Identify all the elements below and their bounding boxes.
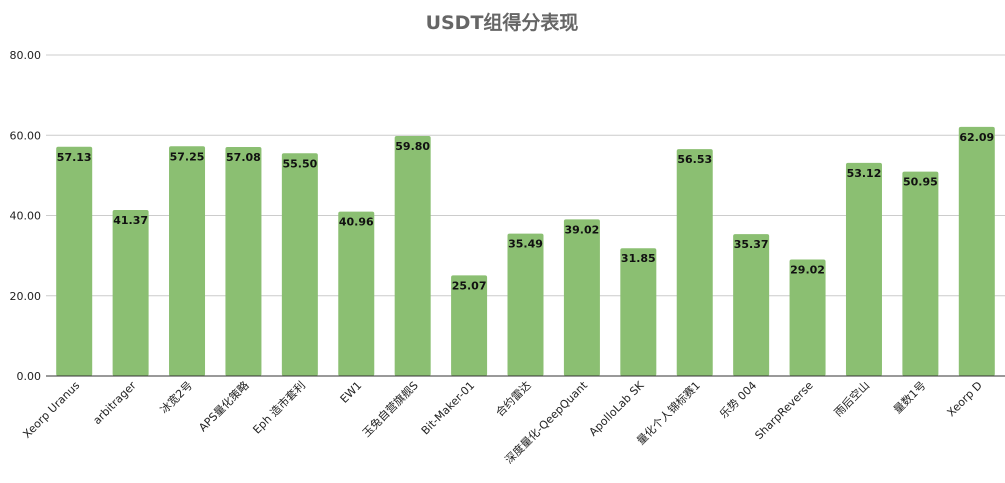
bar	[56, 146, 93, 376]
bar	[563, 219, 600, 376]
data-label: 41.37	[113, 214, 148, 227]
bar	[902, 171, 939, 376]
x-tick-label: arbitrager	[91, 379, 140, 428]
bar	[620, 248, 657, 376]
chart-title: USDT组得分表现	[426, 11, 579, 34]
x-tick-label: Bit-Maker-01	[419, 379, 477, 437]
bar	[845, 162, 882, 376]
bar	[169, 146, 206, 376]
data-label: 57.13	[57, 151, 92, 164]
x-tick-label: 合约雷达	[493, 378, 534, 419]
data-label: 25.07	[452, 279, 487, 292]
data-label: 40.96	[339, 216, 374, 229]
x-tick-label: 乐势 004	[717, 379, 759, 421]
data-label: 56.53	[677, 153, 712, 166]
x-tick-label: 量数1号	[891, 379, 928, 416]
bar	[112, 210, 149, 376]
x-tick-label: 玉兔自营旗舰S	[359, 378, 421, 440]
x-tick-label: Xeorp Uranus	[20, 379, 82, 441]
y-tick-label: 40.00	[10, 210, 42, 223]
bar	[507, 233, 544, 376]
bar	[958, 126, 995, 376]
data-label: 62.09	[959, 131, 994, 144]
bar	[394, 136, 431, 376]
y-tick-label: 20.00	[10, 290, 42, 303]
bar	[451, 275, 488, 376]
bar	[225, 146, 262, 376]
x-tick-label: 雨后空山	[831, 378, 872, 419]
y-axis-ticks: 0.00 20.00 40.00 60.00 80.00	[10, 49, 42, 383]
bar	[281, 153, 318, 376]
bars	[56, 126, 995, 376]
x-tick-label: Eph 造市套利	[250, 378, 308, 436]
y-tick-label: 0.00	[17, 370, 42, 383]
data-label: 50.95	[903, 176, 938, 189]
x-tick-label: APS量化策略	[196, 378, 252, 434]
data-labels: 57.13 41.37 57.25 57.08 55.50 40.96 59.80 25.07…	[57, 131, 994, 293]
bar	[676, 149, 713, 376]
data-label: 39.02	[565, 223, 600, 236]
data-label: 57.25	[170, 150, 205, 163]
data-label: 35.49	[508, 238, 543, 251]
data-label: 29.02	[790, 264, 825, 277]
y-tick-label: 60.00	[10, 129, 42, 142]
x-tick-label: Xeorp D	[945, 379, 985, 419]
data-label: 55.50	[282, 157, 317, 170]
data-label: 35.37	[734, 238, 769, 251]
bar	[338, 211, 375, 376]
y-tick-label: 80.00	[10, 49, 42, 62]
bar	[789, 259, 826, 376]
bar	[733, 234, 770, 376]
x-tick-label: 冰宽2号	[157, 378, 195, 416]
data-label: 31.85	[621, 252, 656, 265]
x-tick-label: SharpReverse	[752, 379, 815, 442]
x-tick-label: ApolloLab SK	[587, 378, 647, 438]
x-tick-label: EW1	[338, 379, 365, 406]
data-label: 57.08	[226, 151, 261, 164]
data-label: 59.80	[395, 140, 430, 153]
data-label: 53.12	[847, 167, 882, 180]
